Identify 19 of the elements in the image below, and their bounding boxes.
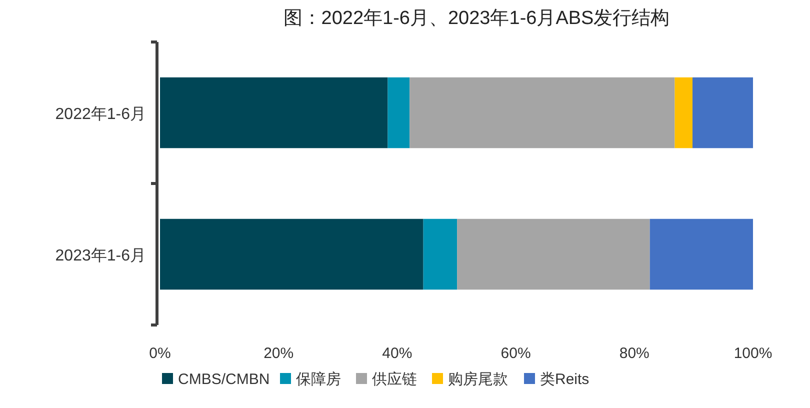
bar: [160, 218, 424, 290]
x-tick-label: 100%: [734, 345, 772, 362]
legend-label: 类Reits: [540, 371, 590, 388]
y-tick-label: 2023年1-6月: [55, 247, 146, 264]
x-tick-label: 20%: [264, 345, 294, 362]
legend-label: 供应链: [372, 371, 417, 388]
x-tick-label: 60%: [500, 345, 531, 362]
legend-label: 保障房: [296, 371, 341, 388]
legend-label: 购房尾款: [448, 371, 508, 388]
bar: [388, 77, 410, 148]
y-tick-label: 2022年1-6月: [55, 106, 146, 123]
bar: [650, 218, 753, 290]
x-tick-label: 40%: [382, 345, 412, 362]
x-tick-label: 80%: [619, 345, 650, 362]
bar: [423, 218, 458, 290]
bar: [160, 77, 388, 148]
x-tick-label: 0%: [149, 345, 171, 362]
chart-title: 图：2022年1-6月、2023年1-6月ABS发行结构: [283, 8, 670, 29]
bar: [457, 218, 650, 290]
